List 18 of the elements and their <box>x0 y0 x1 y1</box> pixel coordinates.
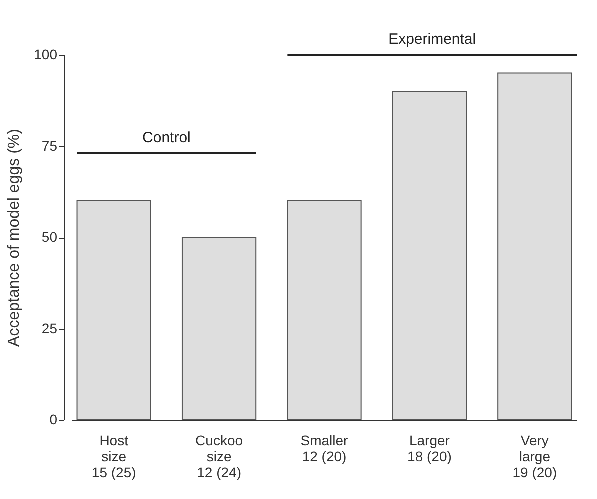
y-tick-label: 75 <box>42 138 58 154</box>
x-tick-label: Host size 15 (25) <box>92 432 136 480</box>
bar <box>498 72 572 420</box>
bar <box>392 91 468 420</box>
x-tick-label: Larger 18 (20) <box>408 432 452 464</box>
x-tick-label: Very large 19 (20) <box>512 432 558 480</box>
x-tick-label: Cuckoo size 12 (24) <box>196 432 244 480</box>
y-tick-label: 25 <box>42 320 58 336</box>
bar <box>76 200 152 420</box>
x-tick-label: Smaller 12 (20) <box>300 432 349 464</box>
bar <box>182 237 257 420</box>
bar <box>287 200 362 420</box>
annotation: Control <box>142 130 191 147</box>
y-axis-title: Acceptance of model eggs (%) <box>6 129 24 347</box>
y-tick-label: 100 <box>34 46 58 62</box>
y-tick-label: 0 <box>50 412 58 428</box>
y-tick-label: 50 <box>42 229 58 245</box>
text: Experimental <box>388 31 476 48</box>
